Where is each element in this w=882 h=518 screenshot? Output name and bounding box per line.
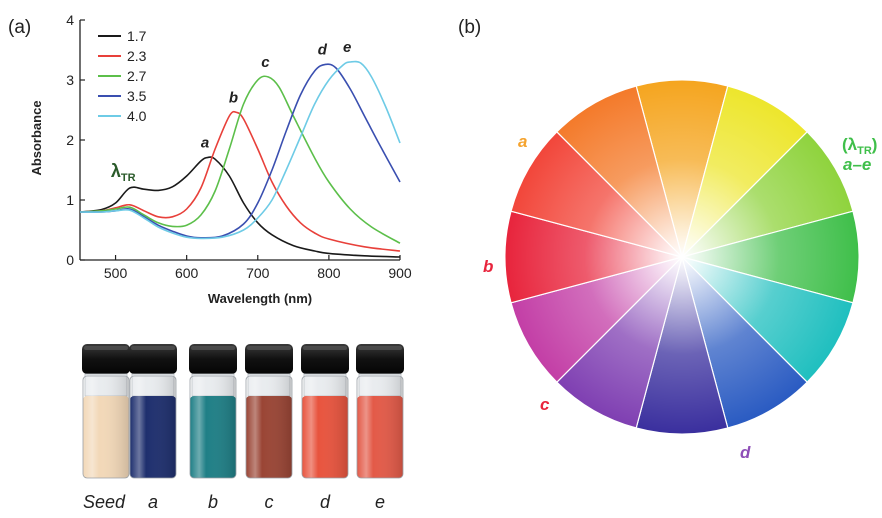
vial-photo: Seed a b c d e [82, 344, 404, 512]
vial-outline [356, 375, 404, 479]
peak-label-b: b [229, 89, 238, 106]
x-tick-label: 800 [317, 265, 341, 281]
color-wheel-labels: a b c d (λTR)a–e [483, 132, 877, 462]
vial-cap [301, 344, 349, 374]
wheel-label-c: c [540, 395, 550, 414]
legend-label: 2.3 [127, 48, 147, 64]
vial-glass [190, 376, 236, 478]
y-tick-label: 2 [66, 132, 74, 148]
wheel-label-range: a–e [843, 155, 871, 174]
chart-legend: 1.7 2.3 2.7 3.5 4.0 [98, 28, 147, 124]
legend-label: 1.7 [127, 28, 147, 44]
panel-label-b: (b) [458, 17, 481, 38]
vial-glass [357, 376, 403, 478]
vial-e [356, 344, 404, 479]
wheel-label-b: b [483, 257, 493, 276]
vial-outline [245, 375, 293, 479]
vial-glass [130, 376, 176, 478]
series-line-3-5 [79, 63, 401, 239]
vial-outline [189, 375, 237, 479]
peak-label-a: a [201, 134, 209, 151]
vial-glass [83, 376, 129, 478]
vial-cap [82, 344, 130, 374]
vial-cap-shine [303, 346, 347, 350]
series-line-1-7 [79, 156, 401, 258]
y-axis-label: Absorbance [29, 100, 44, 175]
wheel-label-sub: TR [857, 145, 872, 157]
vial-b [189, 344, 237, 479]
annotation-lambda-tr: λTR [111, 161, 136, 184]
y-tick-label: 0 [66, 252, 74, 268]
series-line-2-3 [79, 110, 401, 252]
wheel-label-close: ) [872, 135, 878, 154]
peak-labels: a b c d e [201, 39, 352, 151]
annotation-sub: TR [121, 172, 136, 184]
vial-label: c [265, 492, 274, 512]
vial-glass [246, 376, 292, 478]
x-tick-label: 600 [175, 265, 199, 281]
vial-cap-shine [131, 346, 175, 350]
vial-a [129, 344, 177, 479]
vial-cap [189, 344, 237, 374]
y-tick-label: 3 [66, 72, 74, 88]
absorbance-chart: 0 1 2 3 4 500 600 700 800 900 a b c d e 1.7 2.3 2.7 3.5… [29, 12, 412, 306]
legend-label: 3.5 [127, 88, 147, 104]
vial-label: b [208, 492, 218, 512]
vial-label: a [148, 492, 158, 512]
legend-label: 4.0 [127, 108, 147, 124]
vial-cap-shine [358, 346, 402, 350]
vial-label: Seed [83, 492, 126, 512]
vial-cap-shine [247, 346, 291, 350]
lambda-tr-annotation: λTR [111, 161, 136, 184]
y-tick-label: 4 [66, 12, 74, 28]
wheel-label-lambda-tr: (λTR) [842, 135, 877, 157]
series-lines [79, 60, 401, 258]
vial-outline [301, 375, 349, 479]
vial-outline [129, 375, 177, 479]
series-line-2-7 [79, 75, 401, 244]
series-line-4-0 [79, 60, 401, 240]
vial-label: d [320, 492, 331, 512]
x-tick-label: 500 [104, 265, 128, 281]
panel-label-a: (a) [8, 17, 31, 38]
color-wheel [504, 79, 860, 435]
vial-label: e [375, 492, 385, 512]
peak-label-e: e [343, 39, 351, 56]
wheel-label-a: a [518, 132, 527, 151]
x-axis-label: Wavelength (nm) [208, 291, 312, 306]
x-ticks: 500 600 700 800 900 [104, 255, 412, 281]
vial-cap-shine [84, 346, 128, 350]
vial-c [245, 344, 293, 479]
wheel-label-d: d [740, 443, 751, 462]
vial-cap [129, 344, 177, 374]
peak-label-d: d [318, 41, 328, 58]
x-tick-label: 700 [246, 265, 270, 281]
vial-cap [356, 344, 404, 374]
vial-d [301, 344, 349, 479]
x-tick-label: 900 [388, 265, 412, 281]
peak-label-c: c [261, 54, 270, 71]
legend-label: 2.7 [127, 68, 147, 84]
wheel-highlight [505, 80, 859, 434]
vial-glass [302, 376, 348, 478]
vial-seed [82, 344, 130, 479]
vial-outline [82, 375, 130, 479]
y-ticks: 0 1 2 3 4 [66, 12, 85, 268]
y-tick-label: 1 [66, 192, 74, 208]
vial-cap-shine [191, 346, 235, 350]
vial-cap [245, 344, 293, 374]
